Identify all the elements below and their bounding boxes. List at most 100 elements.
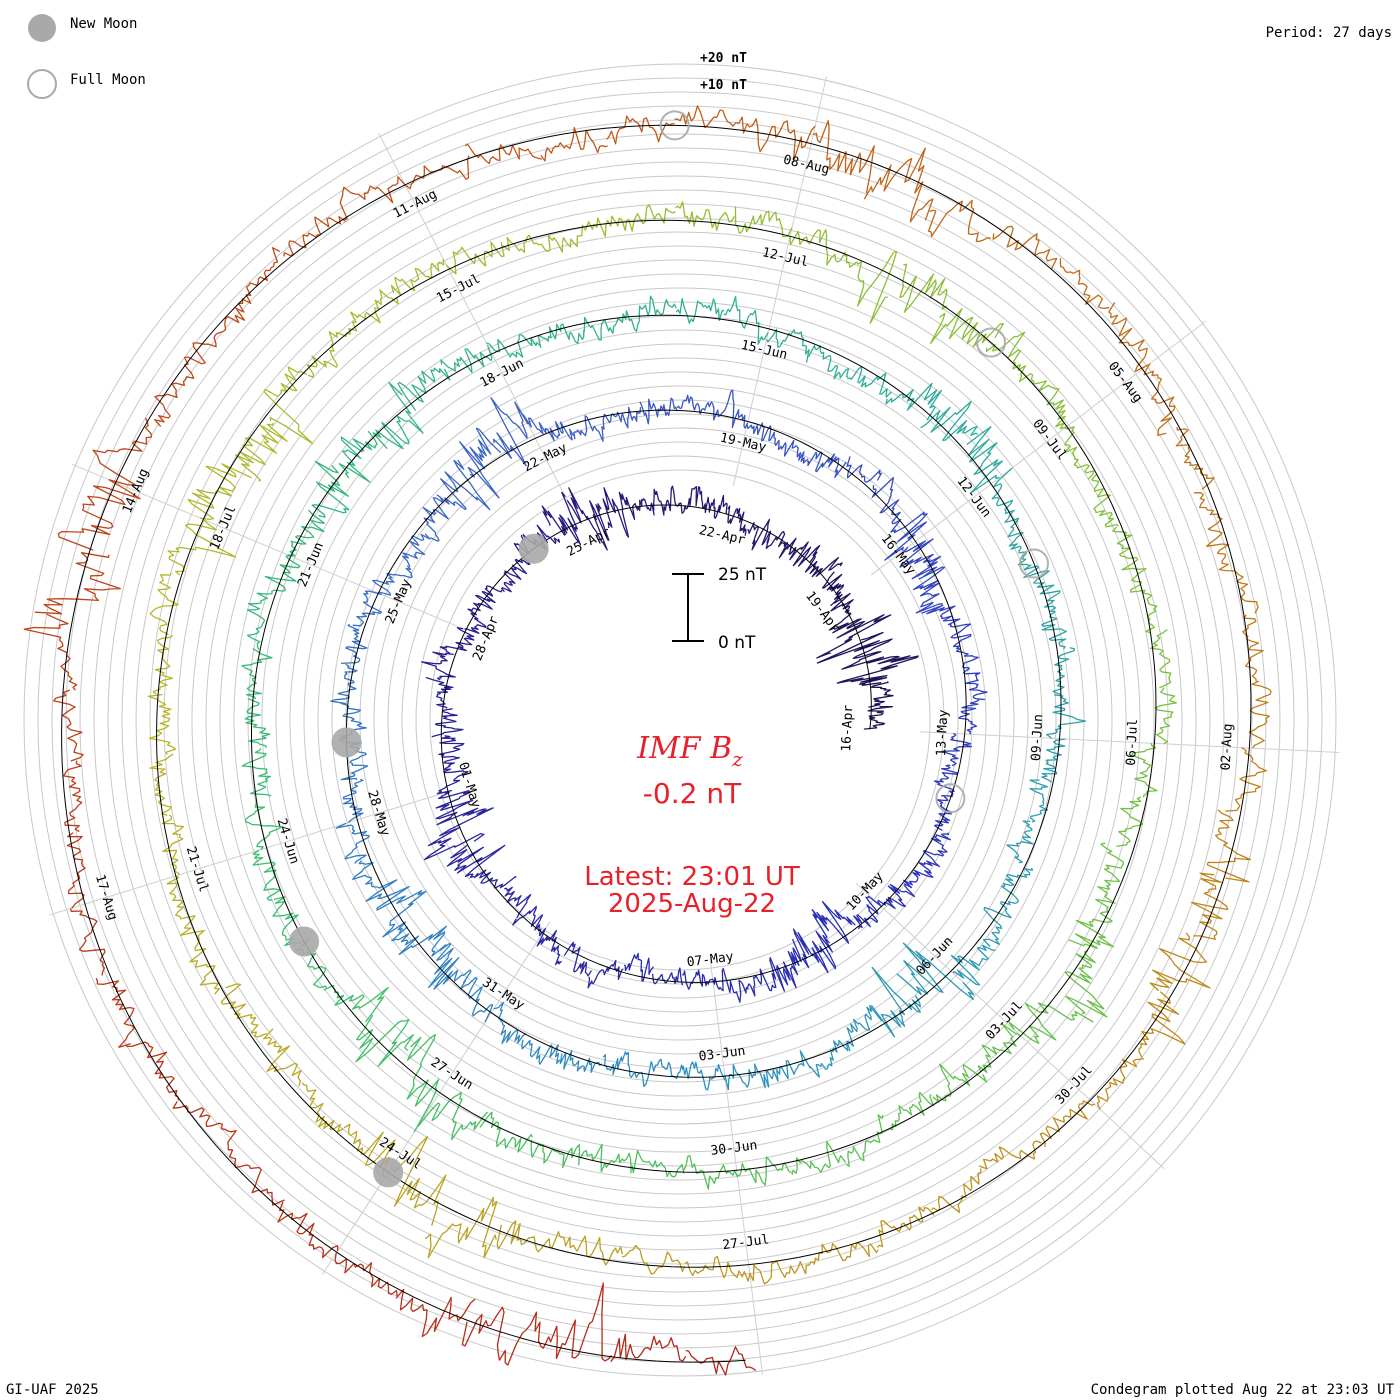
bz-trace-segment (263, 1028, 302, 1087)
bz-trace-segment (1052, 647, 1076, 696)
current-value: -0.2 nT (643, 777, 742, 810)
date-tick-labels: 16-Apr 19-Apr 22-Apr 25-Apr 28-Apr 01-May 07-M… (92, 153, 1236, 1254)
bz-trace-segment (682, 1061, 726, 1091)
bz-trace-segment (306, 331, 351, 378)
full-moon-marker (935, 783, 966, 814)
bz-trace-segment (863, 705, 893, 730)
bz-trace-segment (395, 1288, 476, 1338)
bz-trace-segment (461, 1306, 541, 1366)
bz-trace-segment (846, 1004, 883, 1052)
bz-trace-segment (287, 509, 325, 557)
date-tick-label: 06-Jul (1124, 718, 1141, 766)
bz-trace-segment (583, 310, 631, 341)
date-tick-label: 05-Aug (1105, 359, 1145, 405)
bz-trace-segment (682, 969, 713, 990)
bz-trace-segment (149, 753, 174, 816)
date-tick-label: 07-May (686, 950, 735, 971)
bz-trace-segment (675, 298, 725, 324)
bz-trace-segment (355, 1014, 414, 1067)
date-tick-label: 28-Apr (470, 614, 502, 663)
bz-trace-segment (496, 1220, 563, 1253)
bz-trace-segment (424, 807, 494, 861)
bz-trace-segment (876, 1206, 935, 1248)
bz-trace-segment (479, 1111, 533, 1153)
bz-trace-segment (376, 885, 427, 938)
bz-trace-segment (183, 308, 246, 365)
bz-trace-segment (923, 832, 951, 868)
bz-trace-segment (734, 206, 793, 238)
bz-trace-segment (1149, 932, 1211, 992)
bz-trace-segment (813, 1242, 879, 1265)
bz-trace-segment (844, 250, 898, 324)
bz-trace-segment (1006, 820, 1034, 864)
new-moon-marker (289, 926, 320, 957)
grid-ring (79, 119, 1281, 1321)
bz-trace-segment (899, 538, 942, 580)
grid-spoke (855, 882, 1165, 1169)
bz-trace-segment (439, 626, 475, 654)
bz-trace-segment (244, 798, 284, 851)
bz-trace-segment (372, 381, 424, 450)
grid-ring (359, 399, 1001, 1041)
bz-trace-segment (1206, 809, 1252, 883)
full-moon-marker (976, 327, 1006, 358)
bz-trace-segment (677, 485, 704, 514)
bz-trace-segment (566, 487, 610, 551)
bz-trace-segment (653, 485, 679, 516)
bz-trace-segment (1059, 258, 1110, 309)
bz-trace-segment (853, 895, 881, 930)
bz-trace-segment (623, 952, 654, 982)
zero-baselines (61, 124, 1252, 1363)
bz-trace-segment (816, 631, 893, 670)
bz-trace-segment (885, 382, 942, 421)
bz-trace-segment (868, 681, 894, 708)
bz-trace-segment (899, 263, 948, 313)
bz-trace-segment (252, 849, 281, 901)
date-tick-label: 30-Jun (710, 1138, 758, 1159)
bz-trace-segment (1248, 680, 1272, 749)
bz-trace-segment (334, 1252, 398, 1297)
bz-trace-segment (792, 928, 836, 974)
bz-trace-segment (424, 1196, 498, 1259)
bz-trace-segment (348, 289, 399, 335)
bz-trace-segment (490, 397, 529, 467)
bz-trace-segment (1032, 380, 1067, 430)
full-moon-legend-icon (27, 69, 57, 99)
bz-trace-segment (220, 983, 267, 1038)
bz-trace-segment (561, 1235, 624, 1266)
bz-trace-segment (1000, 867, 1034, 906)
bz-trace-segment (57, 479, 141, 551)
bz-trace-segment (335, 822, 370, 865)
grid-spoke (919, 731, 1340, 753)
bz-trace-segment (931, 1168, 982, 1214)
bz-trace-segment (903, 860, 939, 889)
bz-trace-segment (941, 732, 973, 767)
grid-rings (23, 63, 1337, 1377)
bz-trace-segment (421, 651, 456, 681)
center-title-sub: z (731, 747, 743, 771)
bz-trace-segment (390, 258, 445, 296)
bz-trace-segment (828, 592, 854, 631)
bz-trace-segment (1131, 743, 1158, 798)
bz-trace-segment (871, 476, 900, 516)
bz-trace-segment (749, 1260, 815, 1285)
bz-trace-segment (246, 598, 266, 650)
bz-trace-segment (788, 541, 821, 567)
legend: New Moon Full Moon (27, 14, 146, 99)
bz-trace-segment (341, 623, 368, 665)
bz-trace-segment (92, 417, 153, 486)
bz-trace-segment (737, 1156, 792, 1186)
bz-trace-segment (933, 795, 952, 831)
bz-trace-segment (338, 430, 378, 483)
bz-trace-segment (241, 747, 272, 797)
full-moon-marker (659, 110, 690, 141)
bz-trace-segment (745, 959, 777, 997)
grid-ring (261, 301, 1099, 1139)
bz-trace-segment (436, 762, 469, 795)
bz-trace-segment (932, 1063, 988, 1103)
ring-label-10: +10 nT (700, 78, 747, 93)
bz-trace-segment (625, 496, 655, 520)
bz-trace-segment (521, 1039, 561, 1065)
bz-trace-segment (23, 613, 78, 691)
bz-trace-segment (845, 1114, 884, 1167)
